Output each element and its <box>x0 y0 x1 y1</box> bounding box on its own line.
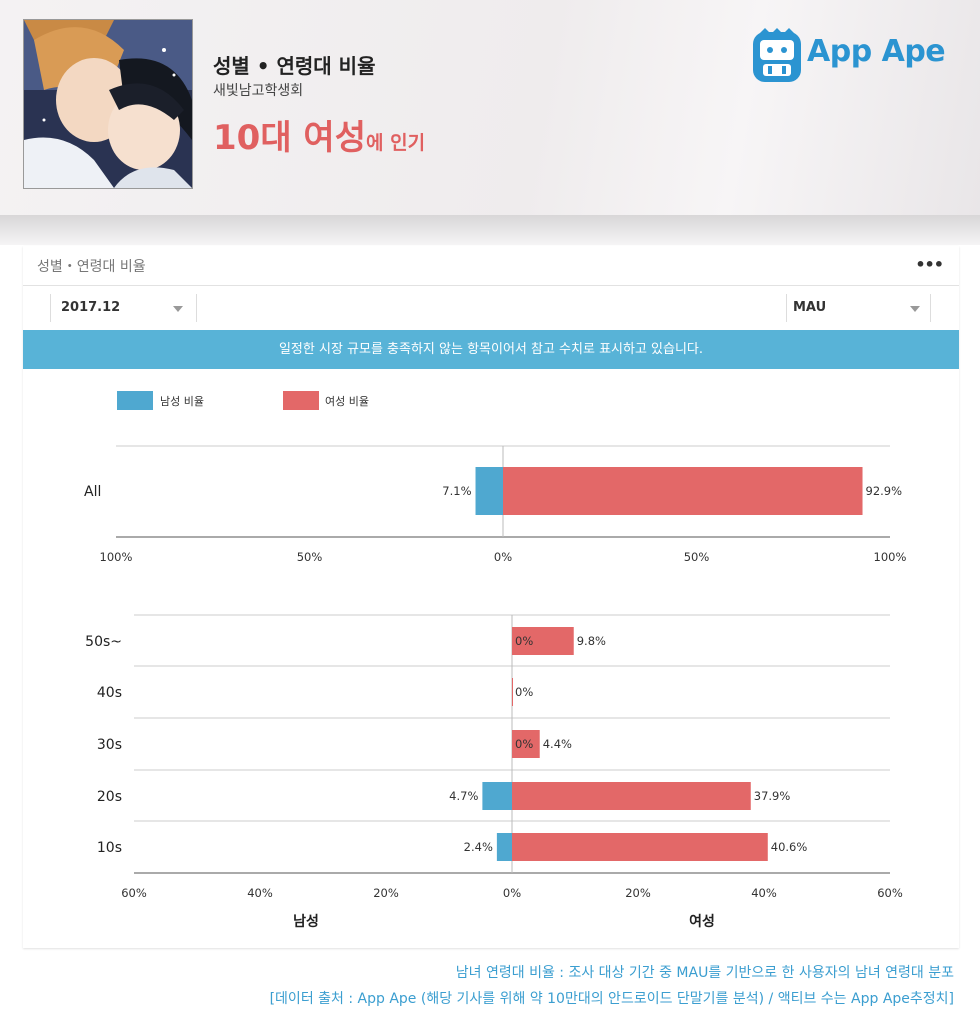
chart2-tick-label: 60% <box>877 886 903 900</box>
chart1-tick-label: 100% <box>874 550 907 564</box>
chart2-category-label: 40s <box>97 685 122 701</box>
chevron-down-icon <box>173 306 183 312</box>
chart2-data-label-male: 2.4% <box>464 840 493 854</box>
chart2-data-label-male: 0% <box>515 634 533 648</box>
chart2-bar-female <box>512 730 540 758</box>
chart2-bar-female <box>512 678 513 706</box>
chart1-tick-label: 100% <box>100 550 133 564</box>
chart2-data-label-female: 40.6% <box>771 840 808 854</box>
toolbar-separator <box>196 294 197 322</box>
footer-note-2: [데이터 출처 : App Ape (해당 기사를 위해 약 10만대의 안드로… <box>269 991 954 1007</box>
metric-select[interactable]: MAU <box>793 295 928 321</box>
legend-label-male: 남성 비율 <box>160 395 204 408</box>
chart2-data-label-female: 37.9% <box>754 789 791 803</box>
chart1-category-label: All <box>84 484 101 500</box>
chart1-tick-label: 50% <box>684 550 710 564</box>
chart1-data-label-female: 92.9% <box>866 484 903 498</box>
chart2-bar-female <box>512 782 751 810</box>
chart2-category-label: 30s <box>97 737 122 753</box>
chart1-tick-label: 0% <box>494 550 512 564</box>
chart2-axis-label-female: 여성 <box>689 913 715 930</box>
chart2-bar-female <box>512 833 768 861</box>
chart2-data-label-male: 0% <box>515 685 533 699</box>
chart1-bar-female <box>503 467 863 515</box>
chart2-tick-label: 60% <box>121 886 147 900</box>
chart-card: 성별・연령대 비율 ••• 2017.12 MAU 일정한 시장 규모를 충족하… <box>23 246 959 948</box>
period-select[interactable]: 2017.12 <box>61 295 191 321</box>
chart2-data-label-male: 4.7% <box>449 789 478 803</box>
header-hero: 성별 • 연령대 비율 새빛남고학생회 10대 여성에 인기 App Ape <box>0 0 980 218</box>
thumbnail-illustration <box>24 20 192 188</box>
gender-age-chart: 남성 비율 여성 비율 100% 50% 0% 50% 100% All 7.1% 92.9% 60… <box>84 391 907 930</box>
legend-label-female: 여성 비율 <box>325 395 369 408</box>
period-select-value: 2017.12 <box>61 300 121 315</box>
divider-band <box>0 215 980 245</box>
chart1-data-label-male: 7.1% <box>442 484 471 498</box>
chart2-category-label: 10s <box>97 840 122 856</box>
reference-notice-banner: 일정한 시장 규모를 충족하지 않는 항목이어서 참고 수치로 표시하고 있습니… <box>23 330 959 369</box>
page-title: 성별 • 연령대 비율 <box>213 54 376 78</box>
chart2-bar-male <box>482 782 512 810</box>
chart2-tick-label: 20% <box>373 886 399 900</box>
chart2-tick-label: 0% <box>503 886 521 900</box>
legend-swatch-male <box>117 391 153 410</box>
chart2-tick-label: 40% <box>247 886 273 900</box>
ape-logo-icon <box>753 28 801 82</box>
toolbar-separator <box>786 294 787 322</box>
webtoon-thumbnail <box>23 19 193 189</box>
app-ape-logo: App Ape <box>751 26 951 84</box>
chart2-bar-female <box>512 627 574 655</box>
chevron-down-icon <box>910 306 920 312</box>
highlight-big: 10대 여성 <box>213 118 366 158</box>
chart2-tick-label: 40% <box>751 886 777 900</box>
toolbar-separator <box>930 294 931 322</box>
chart2-category-label: 50s~ <box>85 634 122 650</box>
webtoon-name: 새빛남고학생회 <box>213 83 304 99</box>
highlight-text: 10대 여성에 인기 <box>213 110 425 159</box>
highlight-small: 에 인기 <box>366 132 426 154</box>
chart2-data-label-female: 4.4% <box>543 737 572 751</box>
chart2-axis-label-male: 남성 <box>293 913 319 930</box>
chart2-data-label-female: 9.8% <box>577 634 606 648</box>
more-options-icon[interactable]: ••• <box>915 255 944 274</box>
chart2-tick-label: 20% <box>625 886 651 900</box>
chart2-bar-male <box>496 833 512 861</box>
card-title: 성별・연령대 비율 <box>37 259 146 275</box>
logo-text: App Ape <box>807 34 946 69</box>
metric-select-value: MAU <box>793 300 827 315</box>
chart1-tick-label: 50% <box>297 550 323 564</box>
footer-note-1: 남녀 연령대 비율 : 조사 대상 기간 중 MAU를 기반으로 한 사용자의 … <box>455 965 954 981</box>
toolbar-separator <box>50 294 51 322</box>
chart2-category-label: 20s <box>97 789 122 805</box>
chart2-data-label-male: 0% <box>515 737 533 751</box>
legend-swatch-female <box>283 391 319 410</box>
chart1-bar-male <box>475 467 503 515</box>
filter-toolbar: 2017.12 MAU <box>23 285 959 331</box>
